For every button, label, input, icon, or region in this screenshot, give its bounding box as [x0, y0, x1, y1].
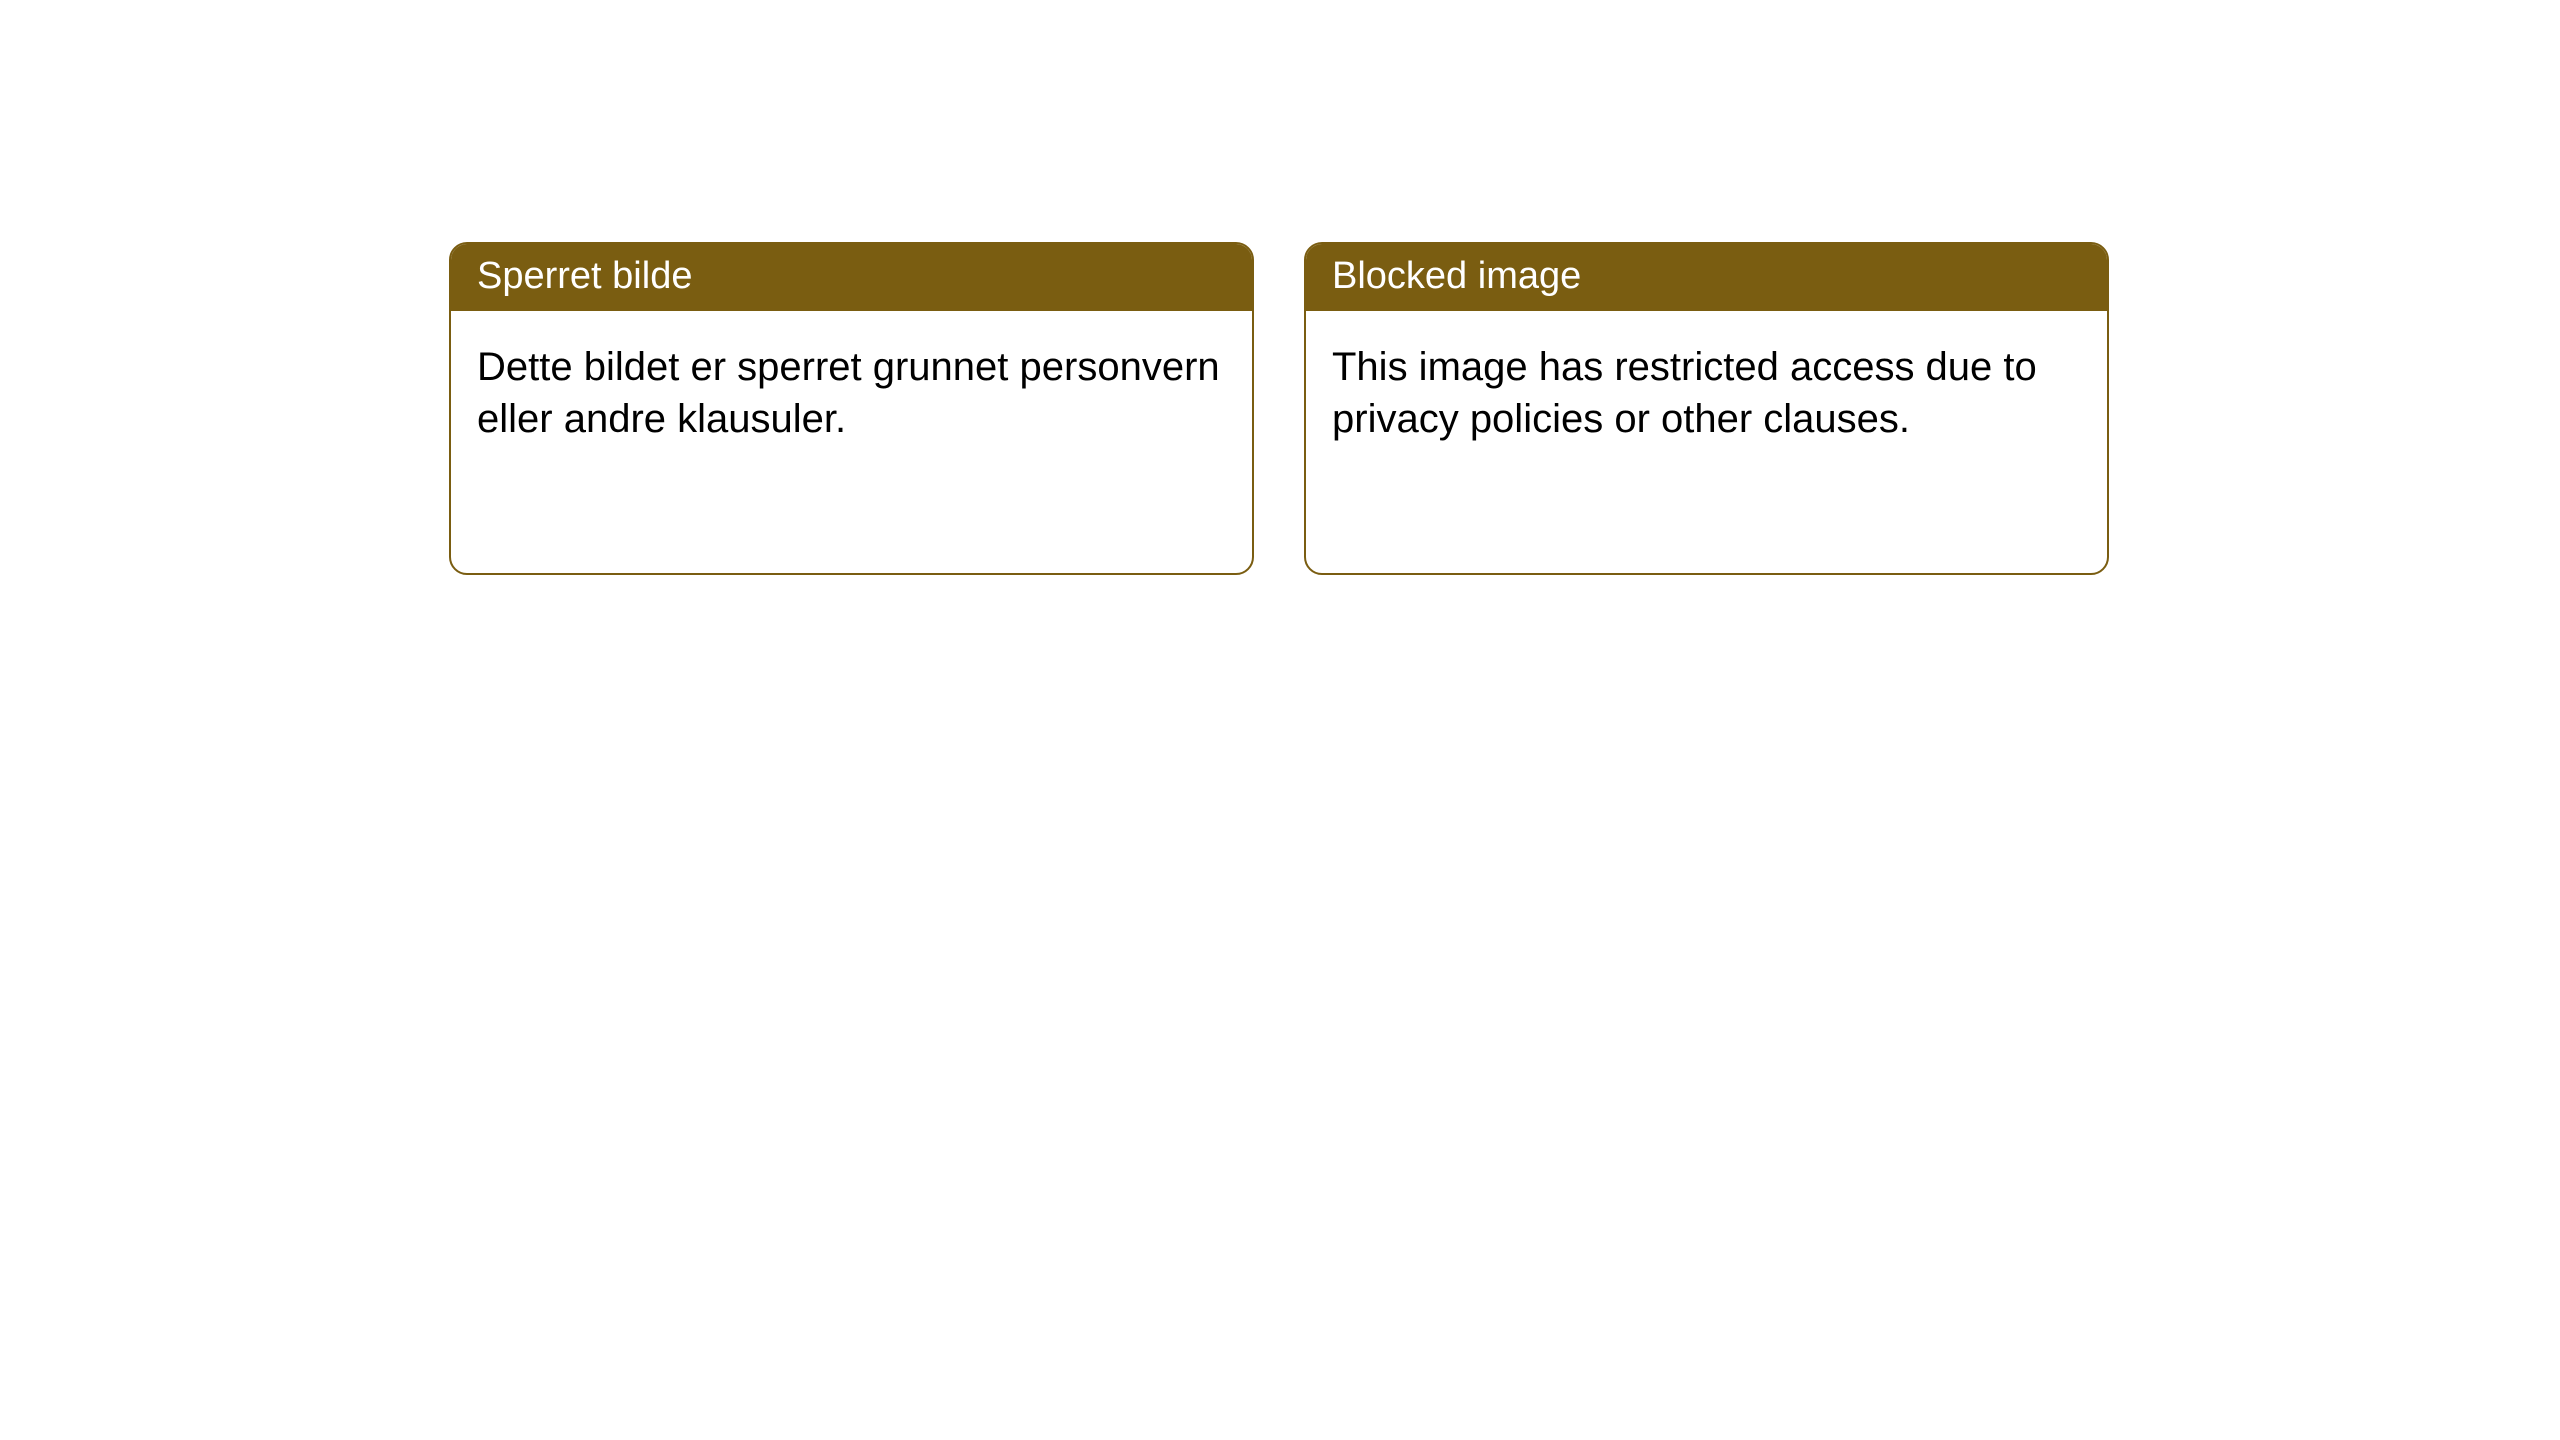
- notice-title-norwegian: Sperret bilde: [451, 244, 1252, 311]
- notice-title-english: Blocked image: [1306, 244, 2107, 311]
- notice-body-english: This image has restricted access due to …: [1306, 311, 2107, 475]
- notice-container: Sperret bilde Dette bildet er sperret gr…: [0, 0, 2560, 575]
- notice-card-english: Blocked image This image has restricted …: [1304, 242, 2109, 575]
- notice-card-norwegian: Sperret bilde Dette bildet er sperret gr…: [449, 242, 1254, 575]
- notice-body-norwegian: Dette bildet er sperret grunnet personve…: [451, 311, 1252, 475]
